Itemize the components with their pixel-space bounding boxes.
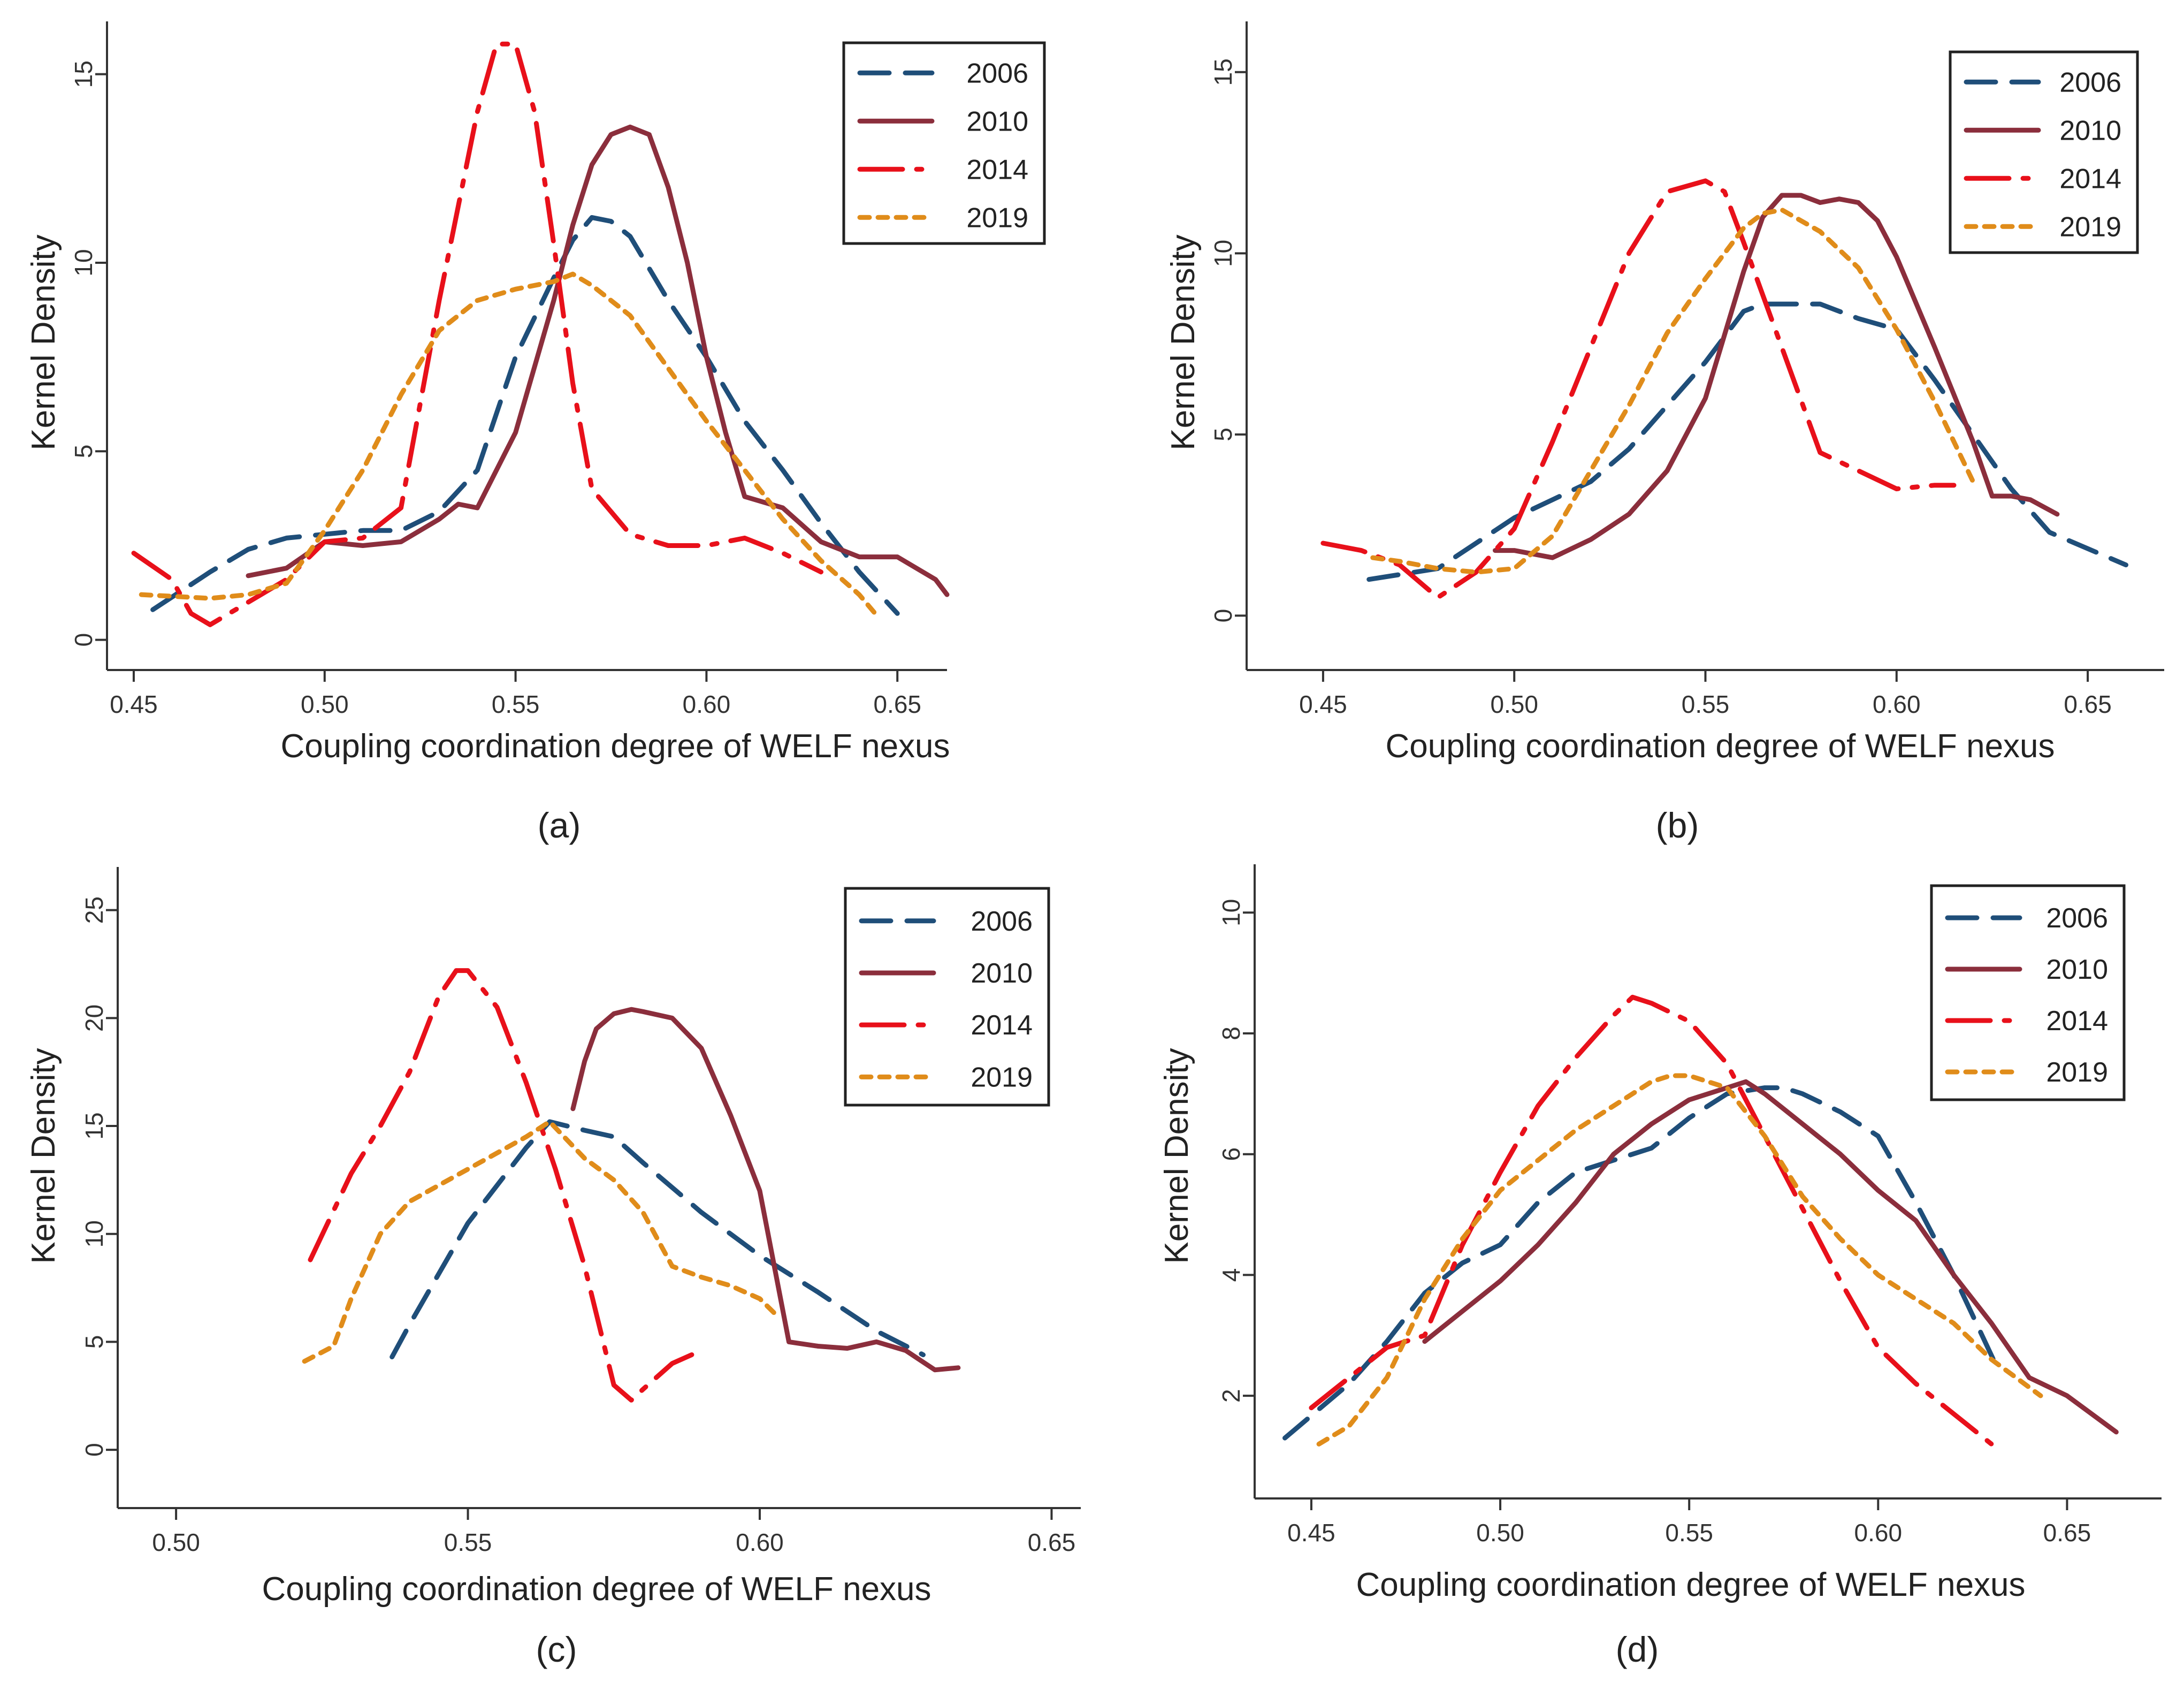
y-axis-title: Kernel Density: [1158, 1048, 1195, 1264]
y-axis-title: Kernel Density: [1165, 234, 1202, 450]
y-tick-label: 25: [80, 896, 108, 924]
x-tick-label: 0.65: [873, 690, 921, 718]
legend-label-2019: 2019: [2046, 1057, 2108, 1088]
legend-label-2014: 2014: [971, 1010, 1033, 1041]
legend-label-2006: 2006: [2046, 903, 2108, 934]
legend-label-2006: 2006: [966, 58, 1028, 89]
series-line-2010: [246, 124, 950, 597]
x-axis-title: Coupling coordination degree of WELF nex…: [1385, 728, 2055, 765]
series-line-2006: [1366, 301, 2128, 582]
y-tick-label: 15: [1209, 58, 1237, 86]
legend-label-2010: 2010: [966, 106, 1028, 137]
y-tick-label: 4: [1217, 1268, 1245, 1282]
y-tick-label: 10: [70, 249, 97, 276]
series-line-2010: [1422, 1079, 2119, 1435]
series-line-2019: [1316, 1073, 2043, 1447]
y-tick-label: 5: [1209, 428, 1237, 442]
x-tick-label: 0.50: [152, 1528, 200, 1556]
y-tick-label: 2: [1217, 1389, 1245, 1403]
legend-label-2019: 2019: [966, 202, 1028, 233]
panel-label: (d): [1616, 1630, 1659, 1669]
x-axis-title: Coupling coordination degree of WELF nex…: [280, 728, 950, 765]
legend-label-2006: 2006: [971, 906, 1033, 937]
y-tick-label: 5: [80, 1335, 108, 1349]
y-tick-label: 0: [1209, 609, 1237, 623]
x-tick-label: 0.50: [1476, 1519, 1524, 1547]
legend-label-2010: 2010: [2046, 954, 2108, 985]
x-tick-label: 0.50: [301, 690, 349, 718]
panel-label: (a): [538, 805, 581, 845]
x-tick-label: 0.45: [110, 690, 158, 718]
y-axis-title: Kernel Density: [25, 234, 62, 450]
x-tick-label: 0.60: [683, 690, 731, 718]
y-tick-label: 15: [70, 60, 97, 88]
legend-label-2014: 2014: [2059, 163, 2121, 194]
x-tick-label: 0.65: [2064, 690, 2112, 718]
series-line-2010: [1493, 193, 2060, 560]
x-tick-label: 0.50: [1490, 690, 1538, 718]
series-line-2014: [308, 968, 704, 1403]
x-tick-label: 0.60: [736, 1528, 784, 1556]
x-axis-title: Coupling coordination degree of WELF nex…: [1356, 1566, 2025, 1603]
legend-box: [1949, 50, 2139, 254]
legend-box: [842, 41, 1046, 245]
y-tick-label: 10: [1217, 899, 1245, 926]
panel-label: (c): [536, 1630, 577, 1669]
y-tick-label: 6: [1217, 1147, 1245, 1161]
series-line-2010: [570, 1007, 961, 1373]
series-line-2014: [131, 41, 823, 627]
series-line-2014: [1309, 994, 1994, 1447]
legend: 2006 2010 2014 2019: [1930, 884, 2126, 1101]
legend-label-2019: 2019: [971, 1062, 1033, 1093]
legend-label-2014: 2014: [2046, 1006, 2108, 1037]
x-tick-label: 0.45: [1287, 1519, 1335, 1547]
x-tick-label: 0.55: [444, 1528, 492, 1556]
y-tick-label: 10: [80, 1220, 108, 1247]
legend-label-2010: 2010: [971, 958, 1033, 989]
y-tick-label: 0: [80, 1443, 108, 1457]
x-tick-label: 0.60: [1854, 1519, 1903, 1547]
legend-label-2010: 2010: [2059, 115, 2121, 146]
panel-b: Kernel Density Coupling coordination deg…: [1165, 21, 2164, 845]
x-axis-title: Coupling coordination degree of WELF nex…: [262, 1571, 931, 1608]
series-line-2006: [1282, 1085, 2002, 1441]
x-tick-label: 0.65: [1028, 1528, 1076, 1556]
x-tick-label: 0.45: [1299, 690, 1347, 718]
y-tick-label: 20: [80, 1004, 108, 1032]
y-tick-label: 8: [1217, 1026, 1245, 1040]
x-tick-label: 0.55: [1665, 1519, 1713, 1547]
x-tick-label: 0.55: [1682, 690, 1730, 718]
panel-c: Kernel Density Coupling coordination deg…: [25, 867, 1081, 1669]
legend-label-2014: 2014: [966, 154, 1028, 185]
panel-label: (b): [1656, 805, 1699, 845]
series-line-2014: [1320, 178, 1957, 600]
panel-d: Kernel Density Coupling coordination deg…: [1158, 864, 2162, 1669]
series-line-2019: [1370, 207, 1976, 575]
legend: 2006 2010 2014 2019: [844, 887, 1050, 1107]
legend-label-2019: 2019: [2059, 211, 2121, 242]
y-tick-label: 5: [70, 445, 97, 459]
x-tick-label: 0.60: [1873, 690, 1921, 718]
y-axis-title: Kernel Density: [25, 1048, 62, 1264]
legend-box: [844, 887, 1050, 1107]
legend-box: [1930, 884, 2126, 1101]
series-line-2019: [302, 1119, 780, 1364]
y-tick-label: 10: [1209, 240, 1237, 267]
legend: 2006 2010 2014 2019: [1949, 50, 2139, 254]
series-line-2019: [139, 271, 881, 620]
panel-a: Kernel Density Coupling coordination deg…: [25, 21, 1046, 845]
y-tick-label: 15: [80, 1112, 108, 1139]
x-tick-label: 0.55: [492, 690, 540, 718]
legend: 2006 2010 2014 2019: [842, 41, 1046, 245]
series-line-2006: [390, 1119, 926, 1360]
y-tick-label: 0: [70, 633, 97, 647]
legend-label-2006: 2006: [2059, 67, 2121, 98]
x-tick-label: 0.65: [2043, 1519, 2091, 1547]
